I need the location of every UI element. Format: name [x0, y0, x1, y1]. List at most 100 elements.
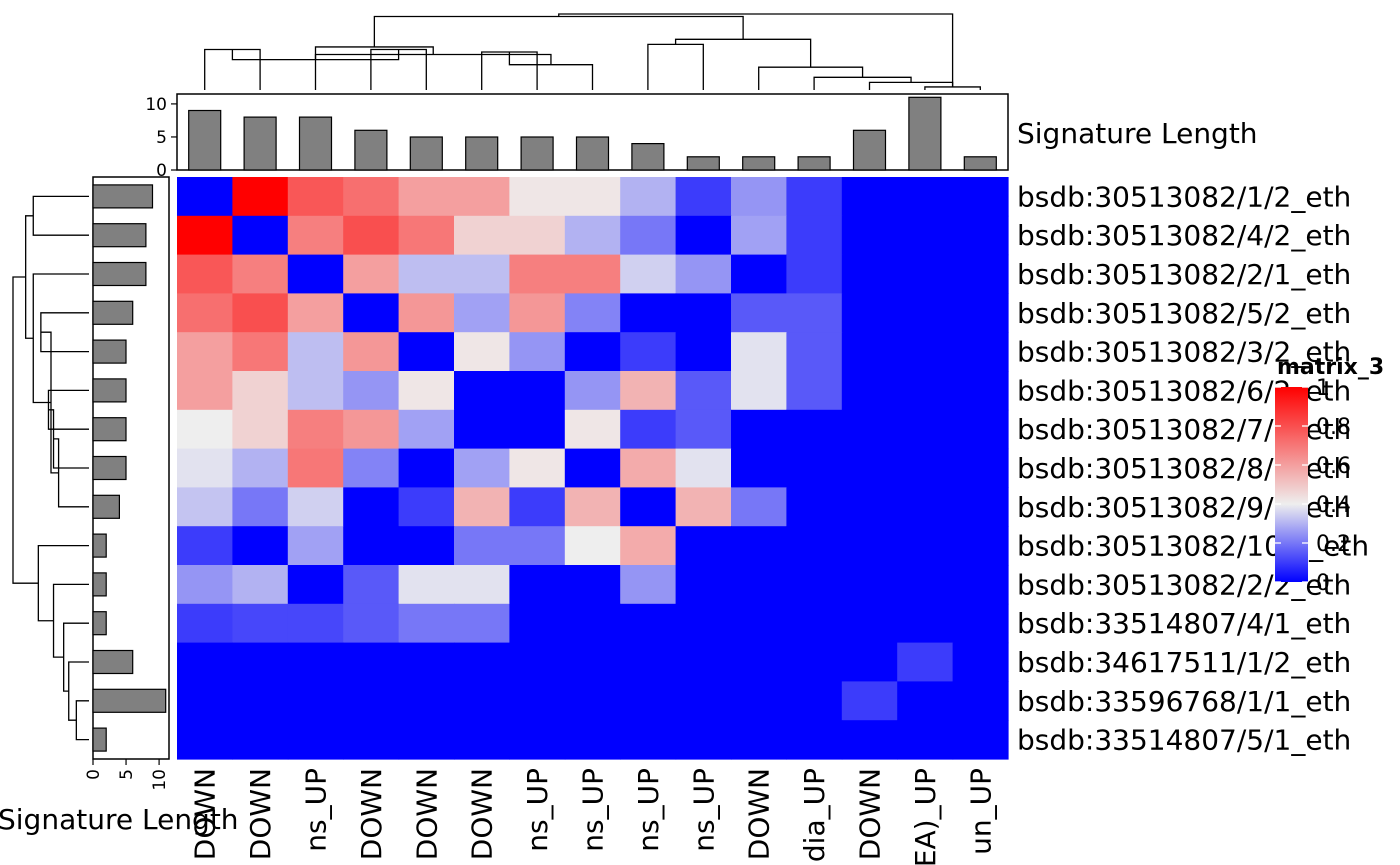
- heatmap-cell: [731, 409, 787, 450]
- column-label: dia_UP: [798, 768, 831, 862]
- left-annotation-bar: [92, 649, 134, 675]
- heatmap-cell: [841, 215, 898, 256]
- top-annotation-bar: [631, 143, 665, 171]
- heatmap-cell: [675, 526, 732, 566]
- heatmap-cell: [841, 487, 898, 527]
- heatmap-cell: [841, 565, 898, 605]
- heatmap-cell: [564, 254, 621, 294]
- heatmap-cell: [897, 642, 954, 682]
- heatmap-cell: [731, 332, 787, 372]
- heatmap-cell: [343, 487, 400, 527]
- heatmap-cell: [731, 293, 787, 333]
- heatmap-cell: [786, 371, 843, 411]
- heatmap-cell: [177, 254, 233, 294]
- dendrogram-link: [647, 43, 704, 90]
- heatmap-cell: [509, 177, 566, 217]
- heatmap-cell: [454, 371, 510, 411]
- heatmap-cell: [398, 720, 455, 760]
- column-label: DOWN: [244, 768, 277, 860]
- heatmap-cell: [731, 215, 787, 256]
- heatmap-cell: [731, 254, 787, 294]
- legend-tick-label: 1: [1316, 376, 1330, 401]
- heatmap-cell: [287, 565, 344, 605]
- left-annotation-bar: [92, 223, 147, 248]
- heatmap-cell: [897, 215, 954, 256]
- heatmap-cell: [786, 177, 843, 217]
- heatmap-cell: [897, 565, 954, 605]
- heatmap-cell: [564, 720, 621, 760]
- heatmap-cell: [952, 642, 1009, 682]
- heatmap-cell: [398, 371, 455, 411]
- dendrogram-link: [53, 438, 89, 508]
- heatmap-cell: [343, 526, 400, 566]
- heatmap-cell: [897, 254, 954, 294]
- color-legend: matrix_3 0 0.2 0.4 0.6 0.8 1: [1275, 355, 1384, 596]
- heatmap-cell: [509, 254, 566, 294]
- left-annotation-bar: [92, 184, 154, 209]
- heatmap-cell: [952, 603, 1009, 644]
- heatmap-cell: [841, 332, 898, 372]
- heatmap-cell: [841, 254, 898, 294]
- heatmap-cell: [398, 177, 455, 217]
- heatmap-cell: [177, 642, 233, 682]
- left-annotation-bar: [92, 378, 127, 403]
- heatmap-cell: [287, 603, 344, 644]
- heatmap-cell: [731, 642, 787, 682]
- heatmap-cell: [675, 371, 732, 411]
- left-annotation-bar: [92, 533, 107, 558]
- heatmap-cell: [897, 487, 954, 527]
- heatmap-cell: [343, 720, 400, 760]
- heatmap-cell: [564, 177, 621, 217]
- heatmap-cell: [841, 409, 898, 450]
- heatmap-cell: [786, 565, 843, 605]
- heatmap-cell: [952, 565, 1009, 605]
- heatmap-cell: [786, 409, 843, 450]
- heatmap-cell: [620, 448, 677, 488]
- legend-colorbar: [1275, 387, 1308, 582]
- row-label: bsdb:34617511/1/2_eth: [1017, 646, 1351, 679]
- heatmap-cell: [620, 603, 677, 644]
- heatmap-cell: [620, 487, 677, 527]
- top-annotation-bar: [852, 129, 887, 171]
- top-annotation-bar: [963, 156, 997, 171]
- dendrogram-link: [63, 622, 89, 692]
- heatmap-cell: [454, 254, 510, 294]
- heatmap-cell: [232, 409, 289, 450]
- heatmap-cell: [897, 526, 954, 566]
- heatmap-cell: [564, 409, 621, 450]
- heatmap-cell: [675, 565, 732, 605]
- left-annotation-tick-label: 0: [84, 769, 104, 780]
- heatmap-cell: [564, 215, 621, 256]
- heatmap-cell: [454, 487, 510, 527]
- top-annotation-bar: [465, 136, 499, 171]
- heatmap-cell: [287, 177, 344, 217]
- top-annotation-bar: [409, 136, 443, 171]
- heatmap-cell: [564, 487, 621, 527]
- heatmap-cell: [232, 603, 289, 644]
- heatmap-cell: [675, 681, 732, 721]
- heatmap-cell: [177, 720, 233, 760]
- heatmap-cell: [675, 642, 732, 682]
- column-label: EA)_UP: [909, 768, 942, 865]
- heatmap-cell: [454, 720, 510, 760]
- heatmap-cell: [675, 487, 732, 527]
- heatmap-cell: [841, 177, 898, 217]
- heatmap-cell: [232, 526, 289, 566]
- heatmap-cell: [177, 371, 233, 411]
- heatmap-cell: [952, 487, 1009, 527]
- heatmap-cell: [731, 565, 787, 605]
- heatmap-cell: [232, 720, 289, 760]
- heatmap-cell: [841, 371, 898, 411]
- heatmap-cell: [343, 642, 400, 682]
- dendrogram-link: [508, 52, 594, 90]
- dendrogram-link: [47, 389, 89, 430]
- column-label: ns_UP: [577, 768, 610, 852]
- heatmap-cell: [564, 371, 621, 411]
- heatmap-cell: [952, 293, 1009, 333]
- left-annotation-bar: [92, 261, 147, 287]
- heatmap-cell: [454, 565, 510, 605]
- left-annotation-bar: [92, 611, 107, 636]
- heatmap-cell: [564, 642, 621, 682]
- column-label: ns_UP: [521, 768, 554, 852]
- heatmap-cell: [454, 603, 510, 644]
